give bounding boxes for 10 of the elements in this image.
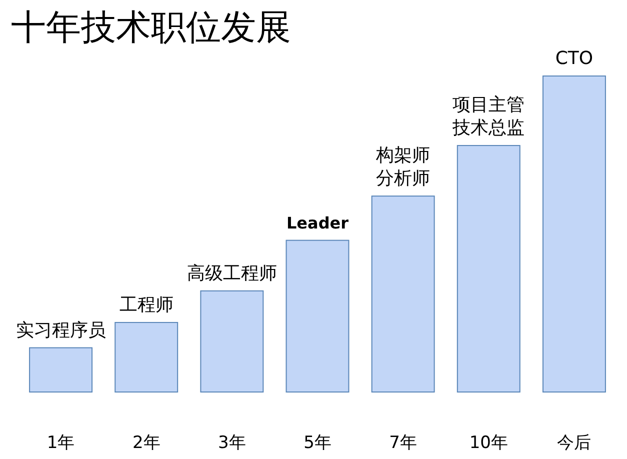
annotation: 项目主管 bbox=[452, 94, 525, 116]
title: 十年技术职位发展 bbox=[11, 8, 291, 47]
annotation: 分析师 bbox=[376, 168, 430, 190]
annotation: 工程师 bbox=[119, 294, 174, 316]
annotation: Leader bbox=[286, 213, 349, 232]
annotation: 技术总监 bbox=[452, 118, 525, 139]
annotation: CTO bbox=[555, 48, 594, 69]
annotation: 构架师 bbox=[376, 145, 430, 166]
annotation: 高级工程师 bbox=[186, 262, 277, 284]
annotation: 实习程序员 bbox=[16, 320, 106, 341]
